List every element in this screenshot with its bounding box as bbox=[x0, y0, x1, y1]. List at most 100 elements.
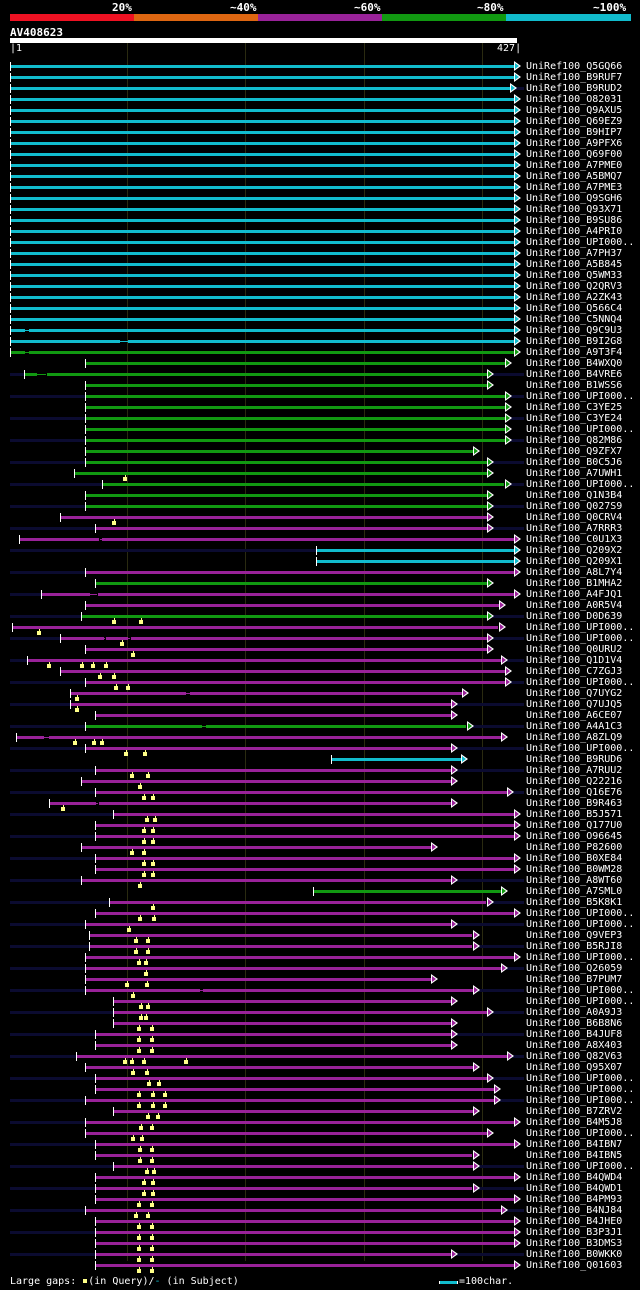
hit-label[interactable]: UniRef100_Q0URU2 bbox=[526, 644, 623, 655]
hit-label[interactable]: UniRef100_Q1N3B4 bbox=[526, 490, 623, 501]
hit-label[interactable]: UniRef100_C3YE25 bbox=[526, 402, 623, 413]
hit-label[interactable]: UniRef100_UPI000.. bbox=[526, 985, 635, 996]
hit-label[interactable]: UniRef100_Q7UYG2 bbox=[526, 688, 623, 699]
hit-label[interactable]: UniRef100_Q9ZFX7 bbox=[526, 446, 623, 457]
hit-label[interactable]: UniRef100_Q9VEP3 bbox=[526, 930, 623, 941]
hit-label[interactable]: UniRef100_UPI000.. bbox=[526, 1161, 635, 1172]
hit-label[interactable]: UniRef100_A5B845 bbox=[526, 259, 623, 270]
hit-label[interactable]: UniRef100_UPI000.. bbox=[526, 743, 635, 754]
hit-label[interactable]: UniRef100_Q177U0 bbox=[526, 820, 623, 831]
hit-label[interactable]: UniRef100_A9T3F4 bbox=[526, 347, 623, 358]
hit-label[interactable]: UniRef100_A7RRR3 bbox=[526, 523, 623, 534]
hit-label[interactable]: UniRef100_B9HIP7 bbox=[526, 127, 623, 138]
hit-label[interactable]: UniRef100_B4QWD4 bbox=[526, 1172, 623, 1183]
hit-label[interactable]: UniRef100_B0WM28 bbox=[526, 864, 623, 875]
hit-label[interactable]: UniRef100_Q9AXU5 bbox=[526, 105, 623, 116]
hit-label[interactable]: UniRef100_Q027S9 bbox=[526, 501, 623, 512]
hit-label[interactable]: UniRef100_A4PRI0 bbox=[526, 226, 623, 237]
hit-label[interactable]: UniRef100_B6B8N6 bbox=[526, 1018, 623, 1029]
hit-label[interactable]: UniRef100_Q5GQ66 bbox=[526, 61, 623, 72]
hit-label[interactable]: UniRef100_C3YE24 bbox=[526, 413, 623, 424]
hit-label[interactable]: UniRef100_Q566C4 bbox=[526, 303, 623, 314]
hit-label[interactable]: UniRef100_B3P3J1 bbox=[526, 1227, 623, 1238]
hit-label[interactable]: UniRef100_B5RJI8 bbox=[526, 941, 623, 952]
hit-label[interactable]: UniRef100_B4IBN5 bbox=[526, 1150, 623, 1161]
hit-label[interactable]: UniRef100_B0C5J6 bbox=[526, 457, 623, 468]
hit-label[interactable]: UniRef100_A5BMQ7 bbox=[526, 171, 623, 182]
hit-label[interactable]: UniRef100_P82600 bbox=[526, 842, 623, 853]
hit-label[interactable]: UniRef100_UPI000.. bbox=[526, 996, 635, 1007]
hit-label[interactable]: UniRef100_Q22216 bbox=[526, 776, 623, 787]
hit-label[interactable]: UniRef100_A7UWH1 bbox=[526, 468, 623, 479]
hit-label[interactable]: UniRef100_Q16E76 bbox=[526, 787, 623, 798]
hit-label[interactable]: UniRef100_B4QWD1 bbox=[526, 1183, 623, 1194]
hit-label[interactable]: UniRef100_A4FJQ1 bbox=[526, 589, 623, 600]
hit-label[interactable]: UniRef100_B3DMS3 bbox=[526, 1238, 623, 1249]
hit-label[interactable]: UniRef100_B0XE84 bbox=[526, 853, 623, 864]
hit-label[interactable]: UniRef100_D0D639 bbox=[526, 611, 623, 622]
hit-label[interactable]: UniRef100_UPI000.. bbox=[526, 1128, 635, 1139]
hit-label[interactable]: UniRef100_A0R5V4 bbox=[526, 600, 623, 611]
hit-label[interactable]: UniRef100_B4JUF8 bbox=[526, 1029, 623, 1040]
hit-label[interactable]: UniRef100_UPI000.. bbox=[526, 908, 635, 919]
hit-label[interactable]: UniRef100_B9RUD6 bbox=[526, 754, 623, 765]
hit-label[interactable]: UniRef100_Q209X1 bbox=[526, 556, 623, 567]
hit-label[interactable]: UniRef100_B4IBN7 bbox=[526, 1139, 623, 1150]
hit-label[interactable]: UniRef100_O82031 bbox=[526, 94, 623, 105]
hit-label[interactable]: UniRef100_B7PUM7 bbox=[526, 974, 623, 985]
hit-label[interactable]: UniRef100_UPI000.. bbox=[526, 622, 635, 633]
hit-label[interactable]: UniRef100_B4WXQ0 bbox=[526, 358, 623, 369]
hit-label[interactable]: UniRef100_Q82V63 bbox=[526, 1051, 623, 1062]
hit-label[interactable]: UniRef100_Q26059 bbox=[526, 963, 623, 974]
hit-label[interactable]: UniRef100_A8WT60 bbox=[526, 875, 623, 886]
hit-label[interactable]: UniRef100_UPI000.. bbox=[526, 1095, 635, 1106]
hit-label[interactable]: UniRef100_B1WSS6 bbox=[526, 380, 623, 391]
hit-label[interactable]: UniRef100_Q2QRV3 bbox=[526, 281, 623, 292]
hit-label[interactable]: UniRef100_A4A1C3 bbox=[526, 721, 623, 732]
hit-label[interactable]: UniRef100_B4NJ84 bbox=[526, 1205, 623, 1216]
hit-label[interactable]: UniRef100_B9RUD2 bbox=[526, 83, 623, 94]
hit-label[interactable]: UniRef100_O96645 bbox=[526, 831, 623, 842]
hit-label[interactable]: UniRef100_UPI000.. bbox=[526, 391, 635, 402]
hit-label[interactable]: UniRef100_C7ZGJ3 bbox=[526, 666, 623, 677]
hit-label[interactable]: UniRef100_Q209X2 bbox=[526, 545, 623, 556]
hit-label[interactable]: UniRef100_B4JHE0 bbox=[526, 1216, 623, 1227]
hit-label[interactable]: UniRef100_B4VRE6 bbox=[526, 369, 623, 380]
hit-label[interactable]: UniRef100_Q7UJQ5 bbox=[526, 699, 623, 710]
hit-label[interactable]: UniRef100_B5K8K1 bbox=[526, 897, 623, 908]
hit-label[interactable]: UniRef100_UPI000.. bbox=[526, 677, 635, 688]
hit-label[interactable]: UniRef100_B1MHA2 bbox=[526, 578, 623, 589]
hit-label[interactable]: UniRef100_Q95X07 bbox=[526, 1062, 623, 1073]
hit-label[interactable]: UniRef100_UPI000.. bbox=[526, 424, 635, 435]
hit-label[interactable]: UniRef100_A6CE07 bbox=[526, 710, 623, 721]
hit-label[interactable]: UniRef100_B0WKK0 bbox=[526, 1249, 623, 1260]
hit-label[interactable]: UniRef100_UPI000.. bbox=[526, 479, 635, 490]
hit-label[interactable]: UniRef100_Q9C9U3 bbox=[526, 325, 623, 336]
hit-label[interactable]: UniRef100_Q9SGH6 bbox=[526, 193, 623, 204]
hit-label[interactable]: UniRef100_A2ZK43 bbox=[526, 292, 623, 303]
hit-label[interactable]: UniRef100_A0A9J3 bbox=[526, 1007, 623, 1018]
hit-label[interactable]: UniRef100_A7PME0 bbox=[526, 160, 623, 171]
hit-label[interactable]: UniRef100_Q01603 bbox=[526, 1260, 623, 1271]
hit-label[interactable]: UniRef100_B9SU86 bbox=[526, 215, 623, 226]
hit-label[interactable]: UniRef100_UPI000.. bbox=[526, 633, 635, 644]
hit-label[interactable]: UniRef100_A8X403 bbox=[526, 1040, 623, 1051]
hit-label[interactable]: UniRef100_Q69EZ9 bbox=[526, 116, 623, 127]
hit-label[interactable]: UniRef100_Q1D1V4 bbox=[526, 655, 623, 666]
hit-label[interactable]: UniRef100_UPI000.. bbox=[526, 237, 635, 248]
hit-label[interactable]: UniRef100_B4PM93 bbox=[526, 1194, 623, 1205]
hit-label[interactable]: UniRef100_Q5WM33 bbox=[526, 270, 623, 281]
hit-label[interactable]: UniRef100_Q69F00 bbox=[526, 149, 623, 160]
hit-label[interactable]: UniRef100_B4M5J8 bbox=[526, 1117, 623, 1128]
hit-label[interactable]: UniRef100_UPI000.. bbox=[526, 952, 635, 963]
hit-label[interactable]: UniRef100_UPI000.. bbox=[526, 919, 635, 930]
hit-label[interactable]: UniRef100_Q82M86 bbox=[526, 435, 623, 446]
hit-label[interactable]: UniRef100_C0U1X3 bbox=[526, 534, 623, 545]
hit-label[interactable]: UniRef100_B5J571 bbox=[526, 809, 623, 820]
hit-label[interactable]: UniRef100_A9PFX6 bbox=[526, 138, 623, 149]
hit-label[interactable]: UniRef100_B7ZRV2 bbox=[526, 1106, 623, 1117]
hit-label[interactable]: UniRef100_A7PH37 bbox=[526, 248, 623, 259]
hit-label[interactable]: UniRef100_UPI000.. bbox=[526, 1073, 635, 1084]
hit-label[interactable]: UniRef100_A8ZLQ9 bbox=[526, 732, 623, 743]
hit-label[interactable]: UniRef100_Q93X71 bbox=[526, 204, 623, 215]
